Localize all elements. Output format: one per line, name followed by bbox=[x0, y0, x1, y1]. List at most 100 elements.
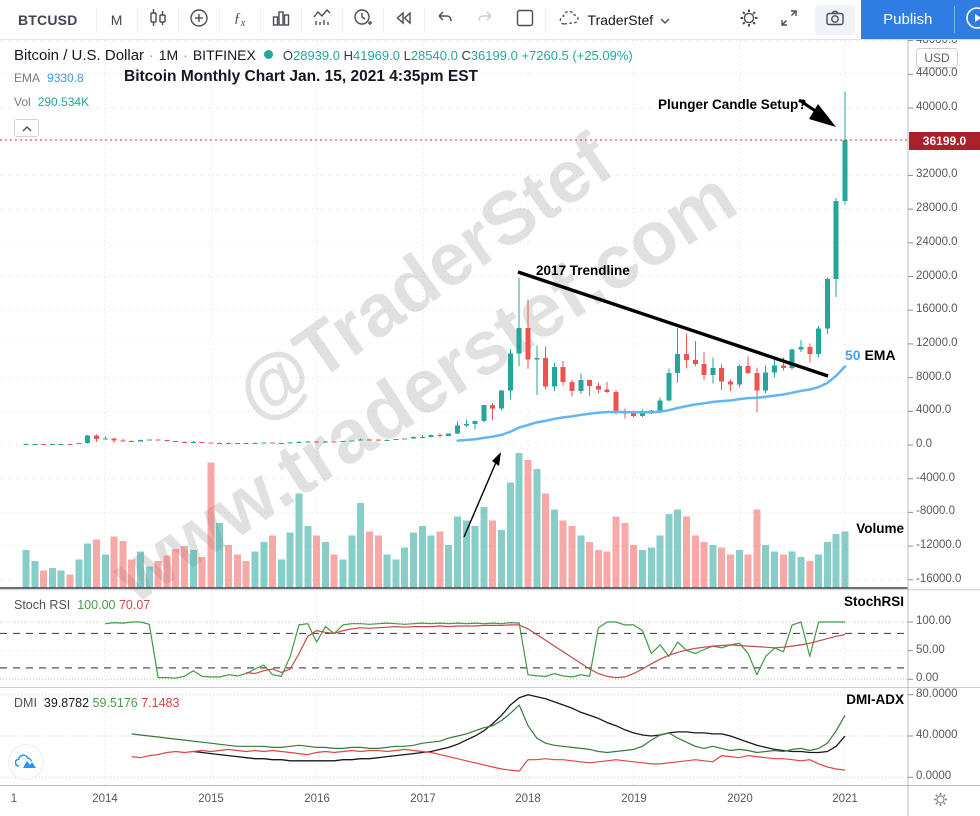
toolbar-divider bbox=[341, 6, 343, 33]
volume-legend[interactable]: Vol 290.534K bbox=[14, 95, 89, 109]
dmi-tick-label: 40.0000 bbox=[916, 729, 958, 741]
chevron-down-icon bbox=[659, 12, 671, 28]
publish-button[interactable]: Publish bbox=[861, 0, 954, 39]
stoch-title: Stoch RSI bbox=[14, 598, 71, 612]
toolbar-right-group: TraderStef Publish bbox=[505, 0, 980, 39]
toolbar-divider bbox=[259, 6, 261, 33]
ema-label: EMA bbox=[14, 71, 41, 85]
toolbar-divider bbox=[177, 6, 179, 33]
price-tick-label: 8000.0 bbox=[916, 370, 952, 383]
dmi-legend[interactable]: DMI 39.8782 59.5176 7.1483 bbox=[14, 696, 179, 710]
account-name: TraderStef bbox=[587, 11, 654, 28]
stoch-tick-label: 0.00 bbox=[916, 672, 939, 685]
market-status-dot bbox=[263, 50, 273, 59]
vol-label: Vol bbox=[14, 95, 31, 109]
price-tick-label: 16000.0 bbox=[916, 303, 958, 316]
bar-replay-button[interactable] bbox=[384, 0, 424, 39]
minus-di-line bbox=[131, 748, 846, 772]
currency-toggle[interactable]: USD bbox=[916, 48, 958, 68]
toolbar-divider bbox=[544, 6, 546, 33]
chart-style-button[interactable] bbox=[138, 0, 178, 39]
volume-pane-annotation[interactable]: Volume bbox=[856, 521, 904, 536]
time-tick-label: 2018 bbox=[515, 793, 541, 805]
price-tick-label: 40000.0 bbox=[916, 101, 958, 113]
chart-title-annotation[interactable]: Bitcoin Monthly Chart Jan. 15, 2021 4:35… bbox=[124, 68, 479, 85]
dmi-pane-annotation[interactable]: DMI-ADX bbox=[846, 692, 904, 707]
undo-button[interactable] bbox=[425, 0, 465, 39]
stoch-d-value: 70.07 bbox=[118, 598, 151, 612]
toolbar-divider bbox=[382, 6, 384, 33]
stoch-k-value: 100.00 bbox=[77, 598, 116, 612]
toolbar-left-group: BTCUSD M ƒx bbox=[0, 0, 505, 39]
toolbar-divider bbox=[423, 6, 425, 33]
ema-tag-text: EMA bbox=[860, 347, 896, 363]
ema-legend[interactable]: EMA 9330.8 bbox=[14, 71, 84, 85]
gear-icon bbox=[932, 792, 949, 812]
snapshot-button[interactable] bbox=[815, 4, 856, 35]
legend-collapse-button[interactable] bbox=[14, 119, 39, 137]
time-tick-label: 2015 bbox=[198, 793, 224, 805]
compare-add-button[interactable] bbox=[179, 0, 219, 39]
toolbar-divider bbox=[218, 6, 220, 33]
play-button[interactable] bbox=[955, 0, 980, 39]
indicators-fx-icon: ƒx bbox=[233, 10, 246, 29]
ema-line bbox=[456, 365, 847, 442]
time-axis-settings-button[interactable] bbox=[932, 791, 949, 813]
time-tick-label: 2019 bbox=[621, 793, 647, 805]
layout-select-button[interactable] bbox=[505, 0, 545, 39]
volume-bars bbox=[22, 453, 849, 588]
interval-button[interactable]: M bbox=[97, 0, 137, 39]
dmi-title: DMI bbox=[14, 696, 37, 710]
bar-replay-icon bbox=[393, 7, 415, 32]
ema-value: 9330.8 bbox=[47, 71, 84, 85]
time-tick-label: 2016 bbox=[304, 793, 330, 805]
volume-arrowhead bbox=[492, 452, 501, 466]
legend-separator: · bbox=[183, 47, 188, 63]
fundamentals-button[interactable] bbox=[302, 0, 342, 39]
play-icon bbox=[965, 6, 980, 33]
symbol-button[interactable]: BTCUSD bbox=[0, 0, 96, 39]
price-tick-label: 28000.0 bbox=[916, 202, 958, 215]
stoch-rsi-legend[interactable]: Stoch RSI 100.00 70.07 bbox=[14, 598, 150, 612]
ema-tag-annotation[interactable]: 50 EMA bbox=[845, 347, 896, 363]
price-tick-label: -8000.0 bbox=[916, 505, 956, 518]
settings-button[interactable] bbox=[729, 0, 769, 39]
fullscreen-button[interactable] bbox=[769, 0, 809, 39]
account-menu-button[interactable]: TraderStef bbox=[546, 0, 684, 39]
dmi-tick-label: 0.0000 bbox=[916, 770, 952, 783]
stochrsi-pane-annotation[interactable]: StochRSI bbox=[843, 594, 904, 609]
layout-square-icon bbox=[514, 7, 536, 32]
indicators-button[interactable]: ƒx bbox=[220, 0, 260, 39]
alert-button[interactable] bbox=[343, 0, 383, 39]
trendline-annotation[interactable]: 2017 Trendline bbox=[536, 263, 630, 278]
publish-group: Publish bbox=[861, 0, 980, 39]
indicator-templates-button[interactable] bbox=[261, 0, 301, 39]
main-legend[interactable]: Bitcoin / U.S. Dollar · 1M · BITFINEX O28939.… bbox=[14, 47, 633, 64]
time-tick-label: 2020 bbox=[727, 793, 753, 805]
candles bbox=[23, 91, 848, 446]
toolbar-divider bbox=[300, 6, 302, 33]
fullscreen-icon bbox=[778, 7, 800, 32]
time-tick-label: 2017 bbox=[410, 793, 436, 805]
dmi-minus-value: 7.1483 bbox=[141, 696, 180, 710]
legend-exchange: BITFINEX bbox=[192, 47, 256, 63]
plunger-annotation[interactable]: Plunger Candle Setup? bbox=[658, 97, 807, 112]
tradingview-logo[interactable] bbox=[8, 744, 44, 780]
time-tick-label: 2021 bbox=[832, 793, 858, 805]
price-tick-label: 32000.0 bbox=[916, 168, 958, 181]
ohlc-values: O28939.0 H41969.0 L28540.0 C36199.0 +726… bbox=[282, 48, 633, 63]
camera-icon bbox=[824, 8, 846, 31]
time-tick-label: 1 bbox=[10, 793, 18, 805]
time-tick-label: 2014 bbox=[92, 793, 118, 805]
price-tick-label: -4000.0 bbox=[916, 471, 956, 484]
last-price-label: 36199.0 bbox=[909, 132, 980, 150]
dmi-tick-label: 80.0000 bbox=[916, 687, 958, 700]
legend-interval: 1M bbox=[158, 47, 179, 63]
redo-button[interactable] bbox=[465, 0, 505, 39]
price-tick-label: 24000.0 bbox=[916, 235, 958, 248]
stoch-d-line bbox=[246, 624, 846, 679]
adx-line bbox=[193, 694, 846, 762]
templates-bars-icon bbox=[270, 7, 292, 32]
